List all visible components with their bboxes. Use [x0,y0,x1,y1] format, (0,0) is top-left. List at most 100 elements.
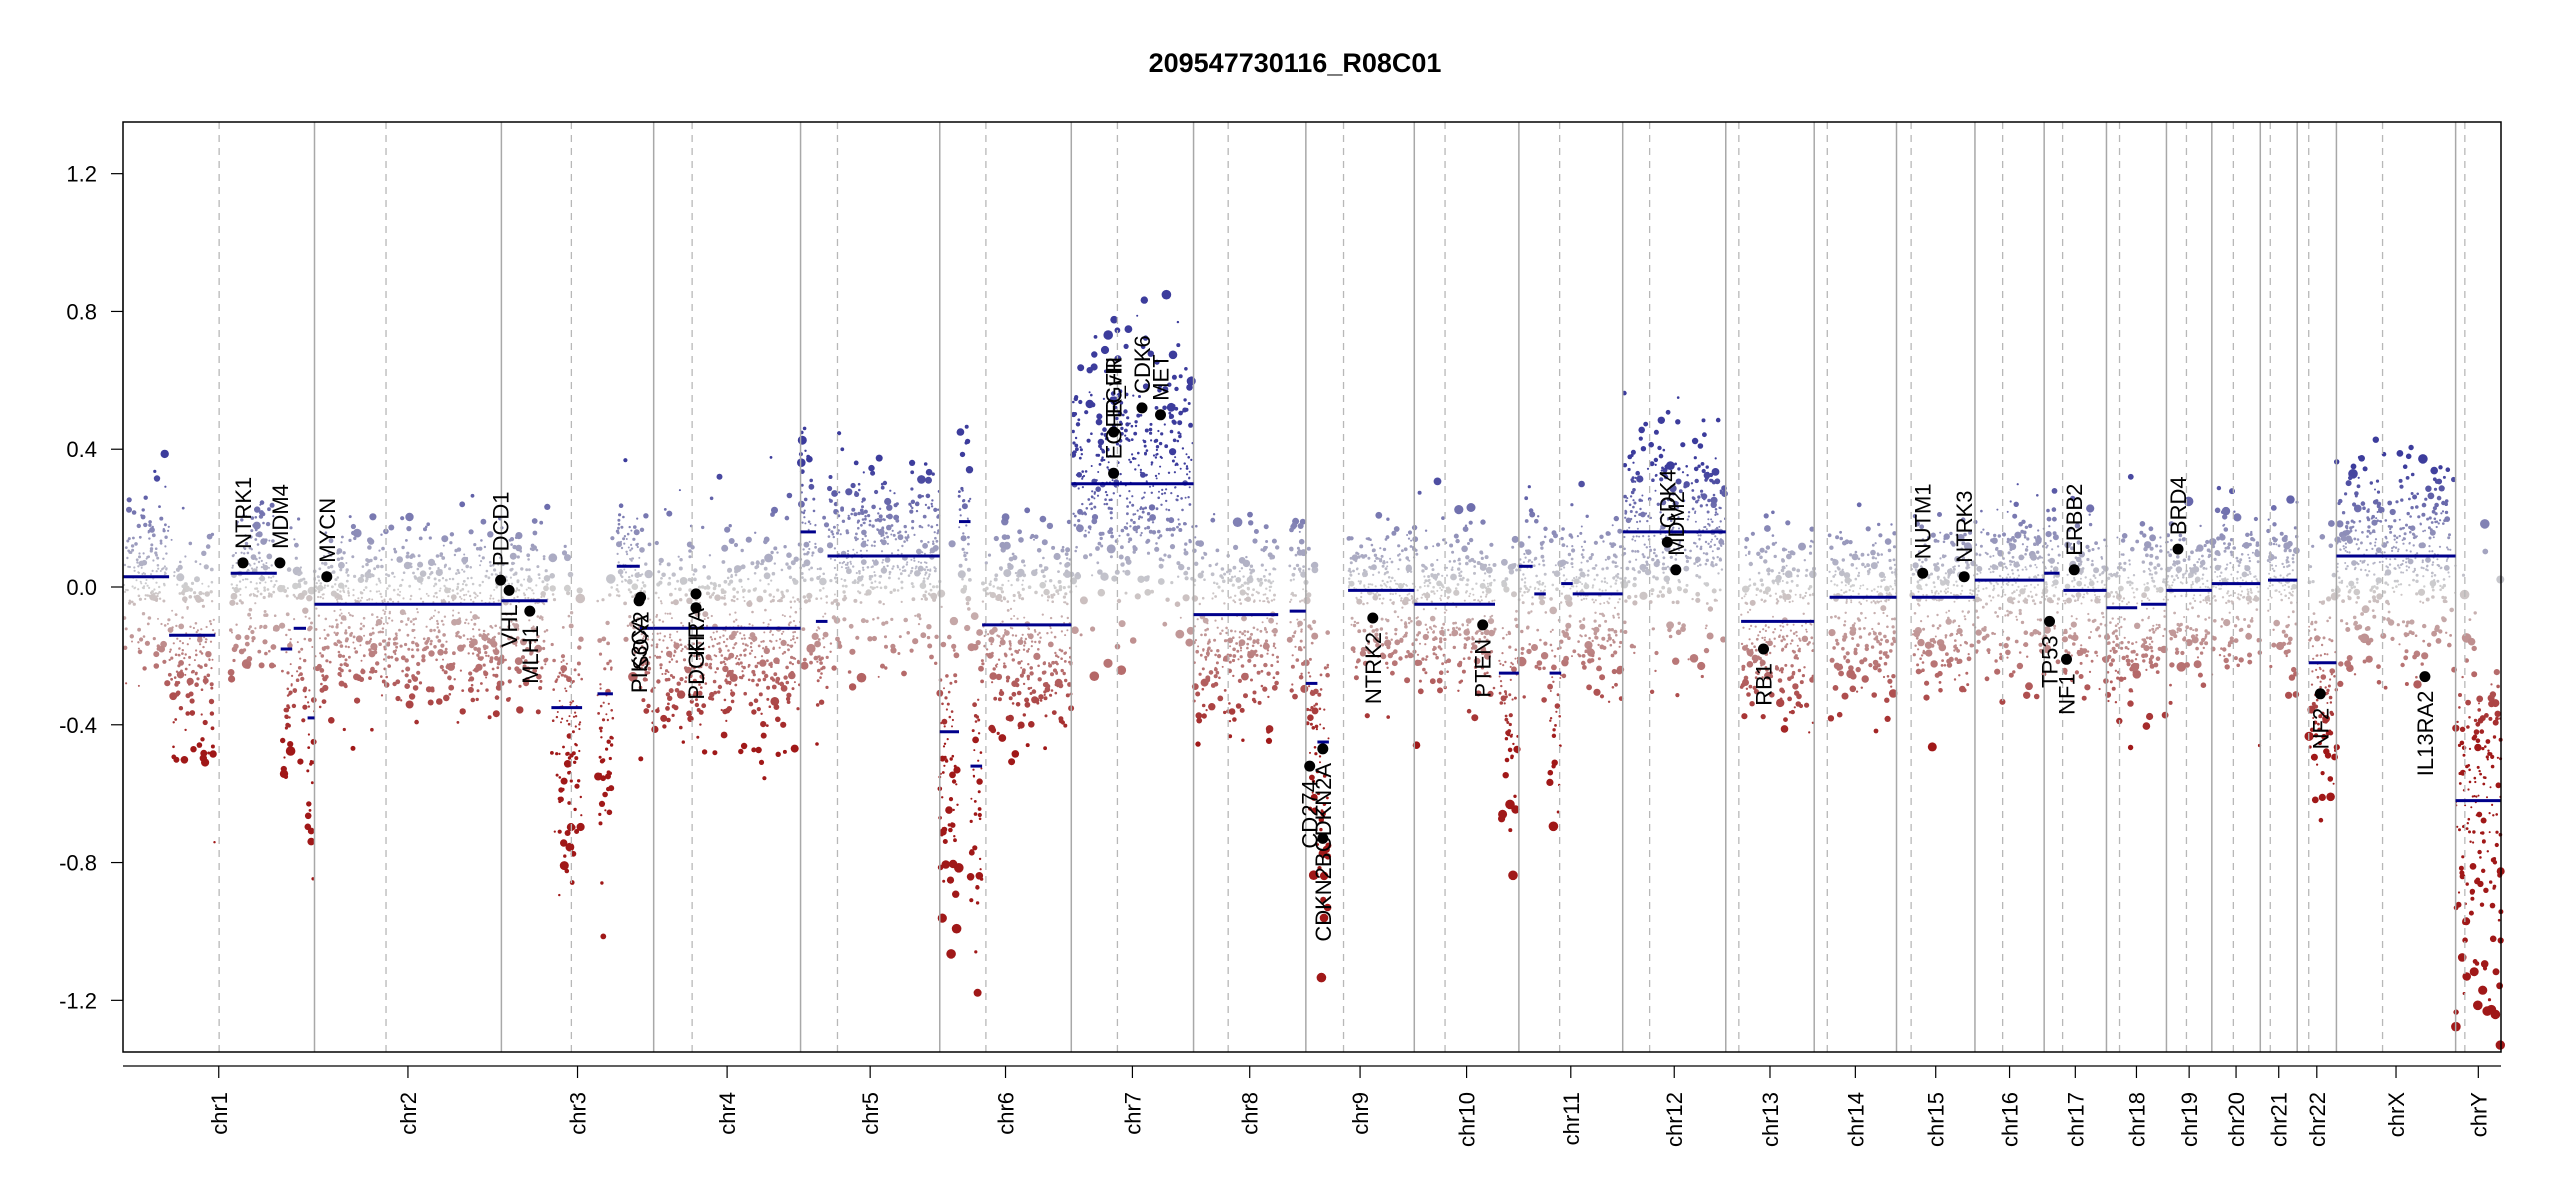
probe-point [463,553,466,556]
probe-point [974,950,978,954]
probe-point [1270,599,1274,602]
probe-point [1097,569,1103,575]
probe-point [972,768,975,771]
probe-point [779,638,782,641]
probe-point [721,560,726,564]
probe-point [1235,642,1238,645]
probe-point [206,673,211,678]
probe-point [151,533,156,538]
probe-point [918,524,922,528]
probe-point [577,645,582,650]
probe-point [1423,585,1426,587]
probe-point [240,601,244,605]
probe-point [176,637,179,640]
probe-point [268,649,271,653]
probe-point [1098,531,1103,537]
probe-point [1008,556,1014,562]
probe-point [555,715,559,719]
probe-point [702,565,706,569]
probe-point [546,583,549,586]
probe-point [771,506,778,514]
probe-point [448,587,452,591]
probe-point [780,632,784,635]
probe-point [174,613,178,616]
probe-point [670,658,674,661]
probe-point [557,675,560,679]
probe-point [870,566,873,569]
probe-point [1217,695,1224,702]
probe-point [468,642,475,649]
probe-point [659,632,662,635]
probe-point [319,582,323,585]
probe-point [644,636,647,639]
probe-point [131,548,135,552]
probe-point [1233,544,1239,551]
probe-point [383,612,386,616]
probe-point [1000,590,1005,594]
probe-point [600,881,604,885]
probe-point [988,636,995,643]
probe-point [892,565,895,568]
probe-point [743,634,746,637]
probe-point [709,581,713,585]
probe-point [805,560,809,564]
probe-point [1311,726,1316,730]
probe-point [338,582,345,589]
probe-point [1174,486,1177,489]
probe-point [567,771,571,775]
probe-point [883,585,888,590]
probe-point [1362,602,1365,606]
probe-point [981,581,985,586]
probe-point [1033,652,1041,661]
probe-point [1025,743,1030,748]
probe-point [829,650,832,653]
probe-point [822,572,825,576]
probe-point [426,522,431,526]
probe-point [321,561,324,565]
probe-point [718,642,721,645]
probe-point [1309,751,1311,754]
probe-point [724,629,727,632]
probe-point [1309,722,1313,726]
probe-point [1021,559,1025,564]
probe-point [561,626,565,629]
probe-point [1211,597,1214,600]
probe-point [355,635,363,643]
probe-point [760,732,767,739]
probe-point [463,570,466,573]
probe-point [555,773,559,777]
probe-point [1053,635,1057,639]
probe-point [911,597,916,602]
probe-point [1060,630,1063,633]
probe-point [289,663,292,666]
probe-point [808,547,811,551]
probe-point [1223,602,1226,605]
probe-point [922,593,927,598]
probe-point [987,633,990,636]
probe-point [1090,507,1093,511]
probe-point [913,559,916,562]
probe-point [844,596,848,600]
probe-point [603,667,607,671]
probe-point [777,682,781,685]
probe-point [991,651,994,655]
probe-point [796,580,799,583]
probe-point [395,695,401,702]
probe-point [339,644,344,648]
probe-point [1136,314,1139,317]
probe-point [1176,320,1180,324]
probe-point [370,727,374,732]
probe-point [567,722,571,726]
probe-point [949,616,959,626]
probe-point [685,676,688,679]
probe-point [962,532,965,535]
probe-point [1384,618,1388,621]
probe-point [227,669,235,676]
probe-point [525,588,528,591]
probe-point [934,661,938,665]
probe-point [750,649,754,652]
probe-point [1214,595,1217,598]
probe-point [202,645,205,649]
probe-point [833,576,837,580]
probe-point [727,649,730,652]
